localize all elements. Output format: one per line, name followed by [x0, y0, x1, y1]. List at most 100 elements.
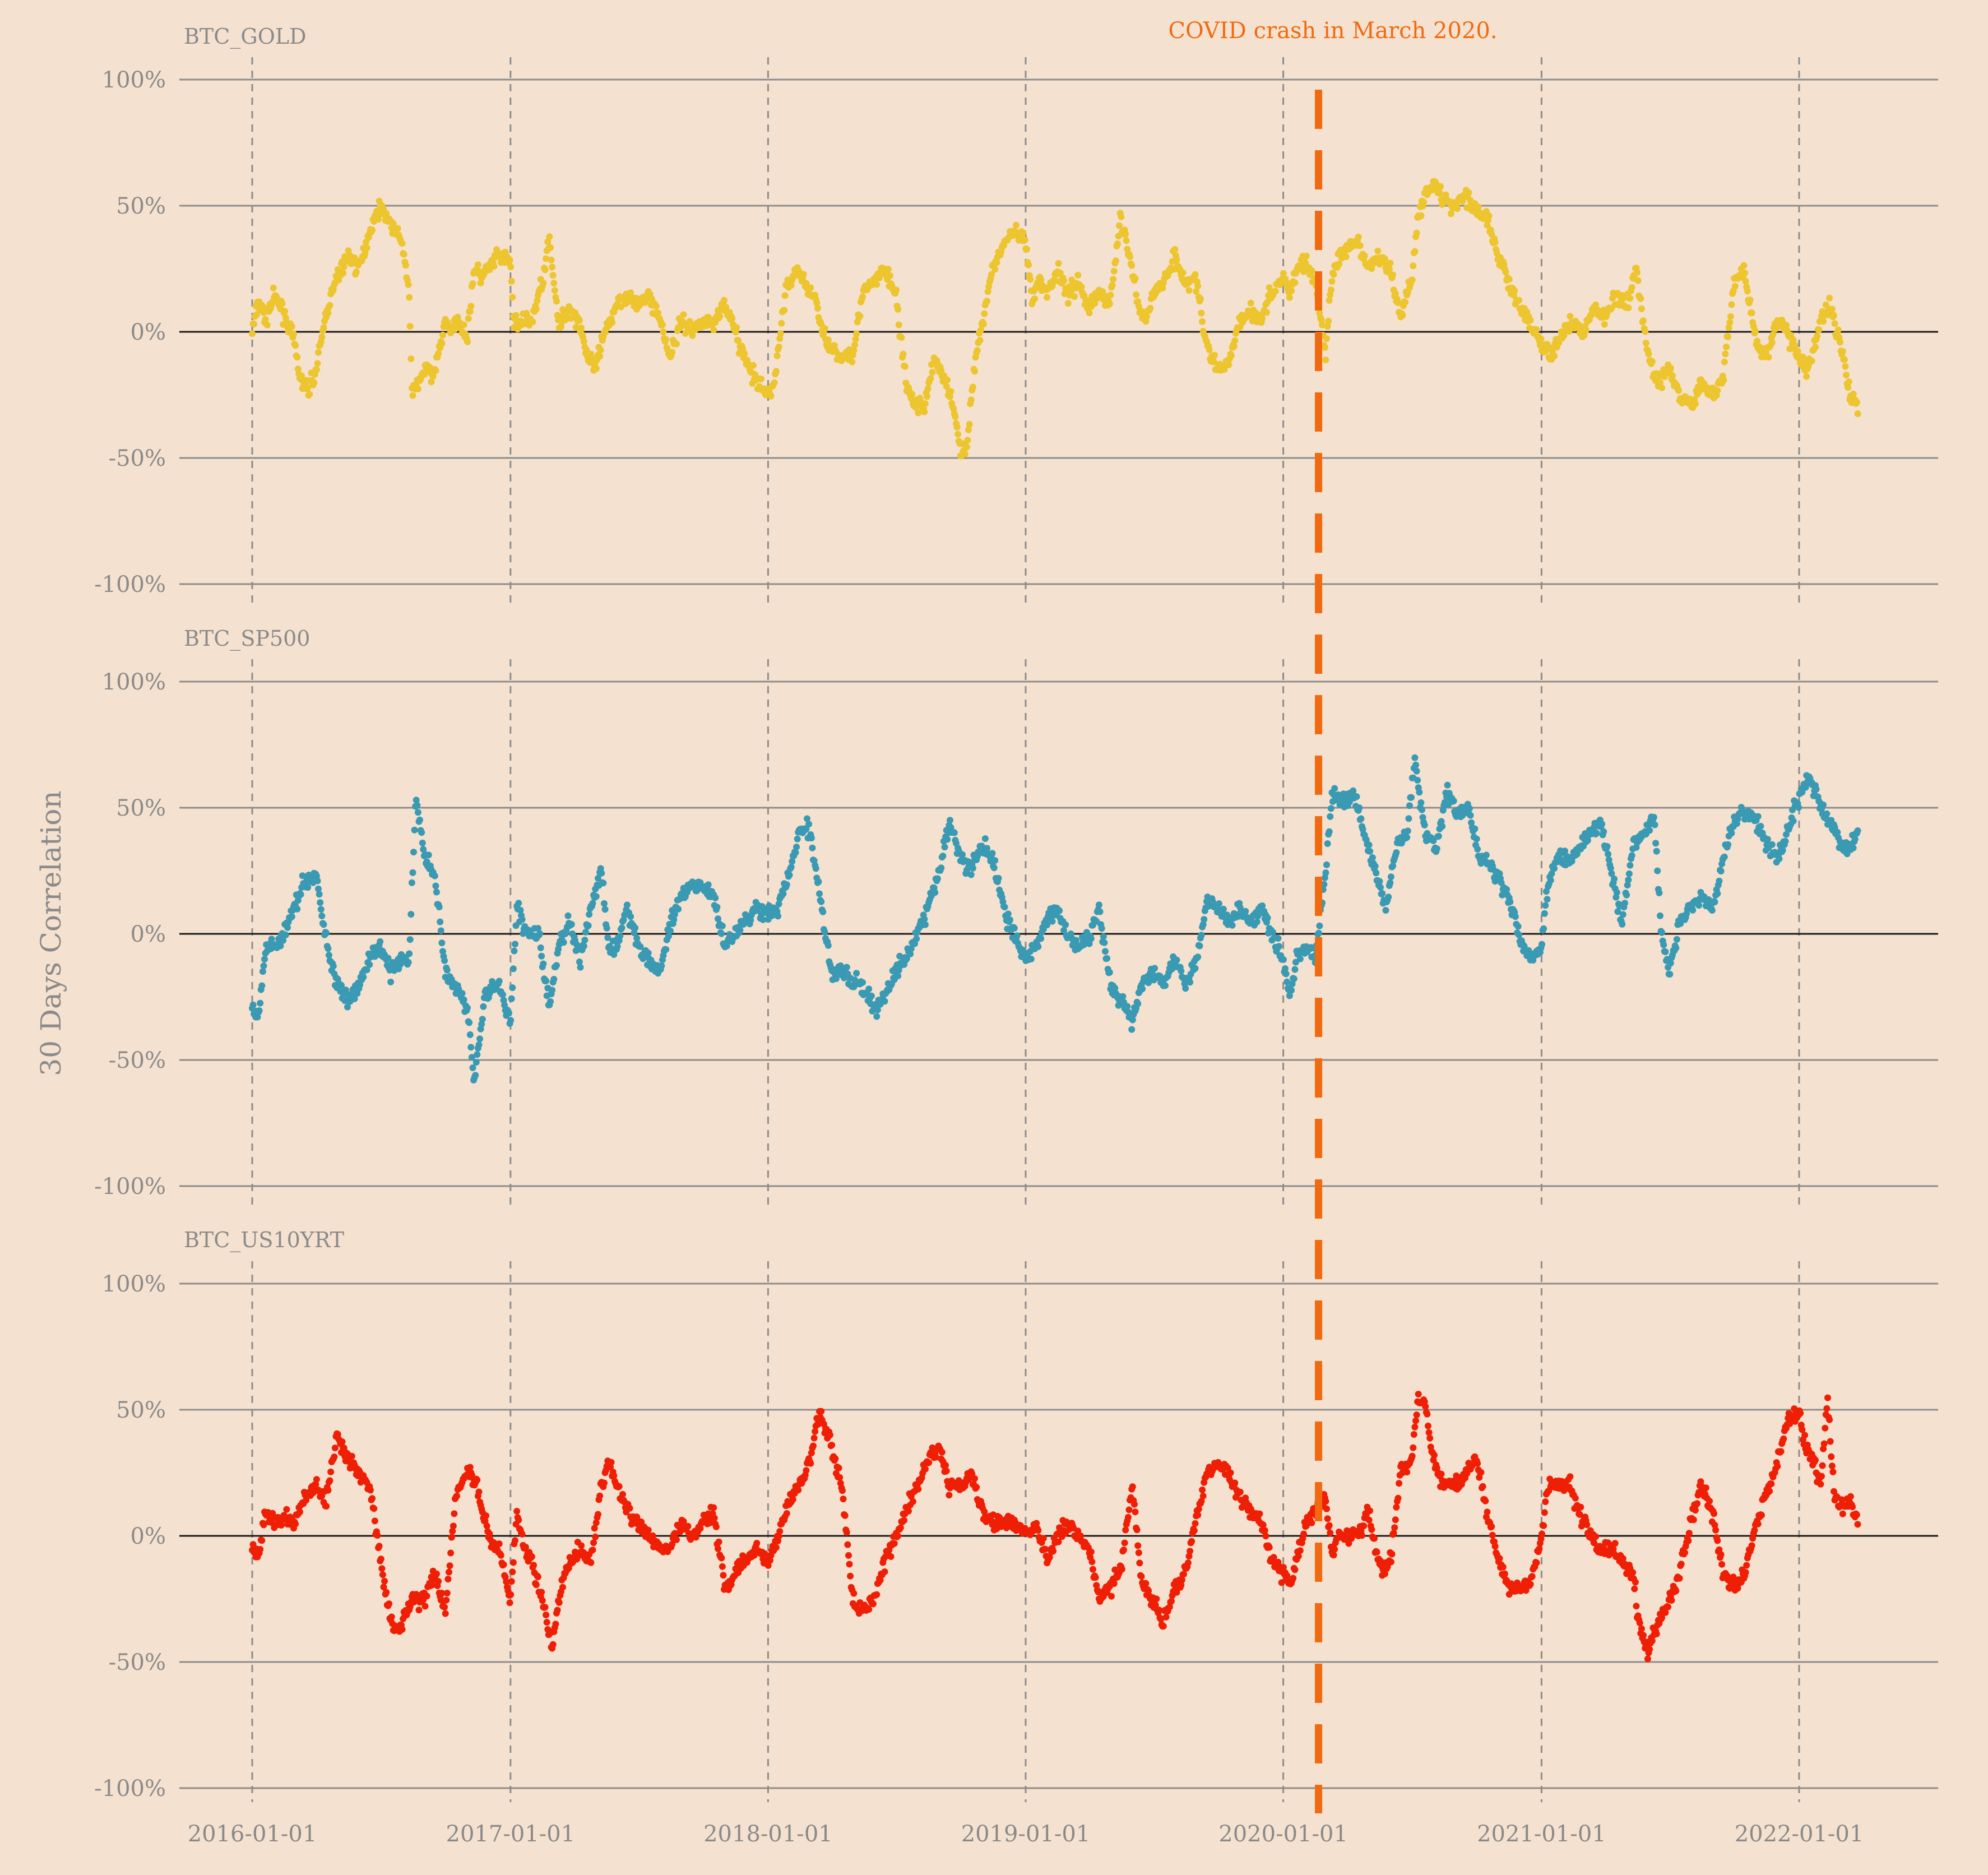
data-point: [469, 1064, 476, 1071]
data-point: [1194, 953, 1202, 961]
data-point: [1413, 767, 1420, 775]
data-point: [553, 298, 560, 305]
data-point: [1584, 837, 1591, 844]
data-point: [921, 408, 928, 415]
data-point: [601, 906, 609, 913]
data-point: [1291, 1566, 1299, 1573]
data-point: [813, 299, 821, 307]
data-point: [1854, 410, 1861, 418]
data-point: [1512, 913, 1519, 920]
data-point: [601, 900, 608, 907]
data-point: [988, 271, 995, 278]
data-point: [353, 268, 360, 275]
data-point: [433, 888, 440, 896]
data-point: [547, 998, 554, 1005]
data-point: [943, 383, 950, 390]
data-point: [1768, 841, 1776, 848]
y-tick-label: 50%: [116, 795, 166, 821]
data-point: [1795, 804, 1802, 811]
data-point: [1323, 861, 1330, 868]
data-point: [546, 233, 553, 240]
data-point: [1652, 840, 1660, 847]
data-point: [1746, 297, 1754, 303]
data-point: [380, 1584, 387, 1591]
data-point: [990, 864, 998, 872]
data-point: [1192, 271, 1199, 278]
data-point: [466, 1464, 474, 1471]
data-point: [592, 893, 600, 900]
data-point: [1624, 882, 1631, 889]
data-point: [712, 1523, 720, 1530]
data-point: [841, 1512, 849, 1519]
data-point: [1290, 975, 1297, 983]
data-point: [1768, 339, 1776, 346]
data-point: [1791, 342, 1799, 349]
data-point: [339, 1438, 346, 1445]
data-point: [1614, 908, 1621, 915]
data-point: [686, 318, 693, 325]
data-point: [1394, 299, 1402, 307]
data-point: [1725, 324, 1732, 331]
data-point: [1551, 865, 1558, 872]
data-point: [1406, 802, 1413, 809]
data-point: [870, 1600, 877, 1608]
data-point: [1608, 870, 1615, 877]
data-point: [1025, 261, 1032, 268]
data-point: [852, 336, 859, 343]
data-point: [554, 1607, 561, 1614]
data-point: [371, 1517, 378, 1525]
data-point: [362, 249, 369, 257]
data-point: [1831, 312, 1837, 319]
data-point: [1119, 993, 1127, 1000]
data-point: [1303, 1522, 1310, 1530]
data-point: [532, 305, 540, 313]
data-point: [1308, 267, 1315, 274]
data-point: [1744, 288, 1751, 295]
data-point: [406, 950, 413, 957]
data-point: [1565, 328, 1573, 335]
data-point: [1723, 344, 1730, 350]
data-point: [689, 332, 696, 339]
data-point: [741, 350, 748, 357]
data-point: [1507, 898, 1514, 905]
data-point: [1764, 836, 1771, 843]
data-point: [1050, 1548, 1057, 1555]
data-point: [1182, 985, 1189, 992]
data-point: [1330, 271, 1337, 278]
data-point: [1803, 373, 1810, 380]
data-point: [356, 982, 363, 989]
data-point: [1471, 825, 1479, 832]
data-point: [977, 326, 984, 334]
data-point: [1327, 286, 1334, 294]
data-point: [460, 321, 467, 328]
data-point: [444, 1576, 452, 1583]
data-point: [1812, 344, 1819, 351]
data-point: [710, 326, 717, 334]
data-points: [249, 754, 1861, 1084]
data-point: [512, 312, 520, 319]
data-point: [1194, 1511, 1202, 1518]
data-point: [529, 318, 536, 326]
data-point: [550, 975, 558, 983]
data-point: [587, 1559, 595, 1566]
data-point: [627, 913, 634, 920]
data-point: [1178, 1581, 1185, 1589]
data-point: [721, 297, 727, 304]
data-point: [475, 1041, 483, 1048]
data-point: [947, 817, 953, 824]
data-point: [1544, 896, 1551, 903]
data-point: [789, 858, 796, 865]
data-point: [552, 1621, 559, 1628]
data-point: [1802, 784, 1809, 791]
data-point: [1675, 387, 1682, 394]
data-point: [475, 1488, 483, 1496]
data-point: [1276, 943, 1282, 950]
data-point: [277, 1522, 285, 1529]
data-point: [580, 338, 587, 345]
data-point: [407, 355, 415, 363]
data-point: [1410, 262, 1417, 270]
data-point: [511, 947, 518, 955]
data-point: [884, 266, 892, 273]
data-point: [363, 244, 370, 252]
data-point: [1450, 797, 1457, 804]
